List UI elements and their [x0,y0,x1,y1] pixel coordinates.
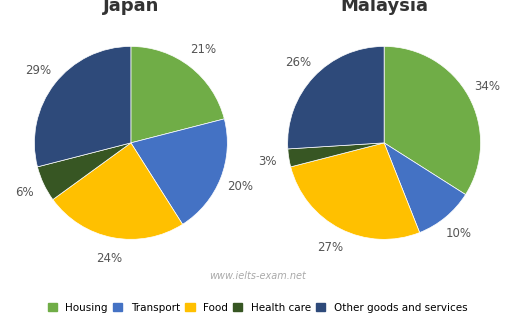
Title: Malaysia: Malaysia [340,0,428,15]
Wedge shape [131,119,227,224]
Wedge shape [290,143,420,239]
Text: 26%: 26% [285,56,312,69]
Wedge shape [53,143,183,239]
Wedge shape [384,46,480,195]
Text: 34%: 34% [474,80,500,93]
Text: www.ielts-exam.net: www.ielts-exam.net [209,271,306,281]
Wedge shape [384,143,466,233]
Wedge shape [131,46,225,143]
Text: 24%: 24% [96,252,122,265]
Text: 10%: 10% [446,227,472,240]
Text: 20%: 20% [227,180,253,193]
Legend: Housing, Transport, Food, Health care, Other goods and services: Housing, Transport, Food, Health care, O… [46,301,469,314]
Text: 27%: 27% [318,241,344,254]
Wedge shape [38,143,131,200]
Wedge shape [288,46,384,149]
Title: Japan: Japan [102,0,159,15]
Text: 3%: 3% [259,155,277,168]
Text: 6%: 6% [15,187,33,199]
Text: 21%: 21% [190,43,216,57]
Text: 29%: 29% [25,64,51,77]
Wedge shape [35,46,131,167]
Wedge shape [288,143,384,167]
